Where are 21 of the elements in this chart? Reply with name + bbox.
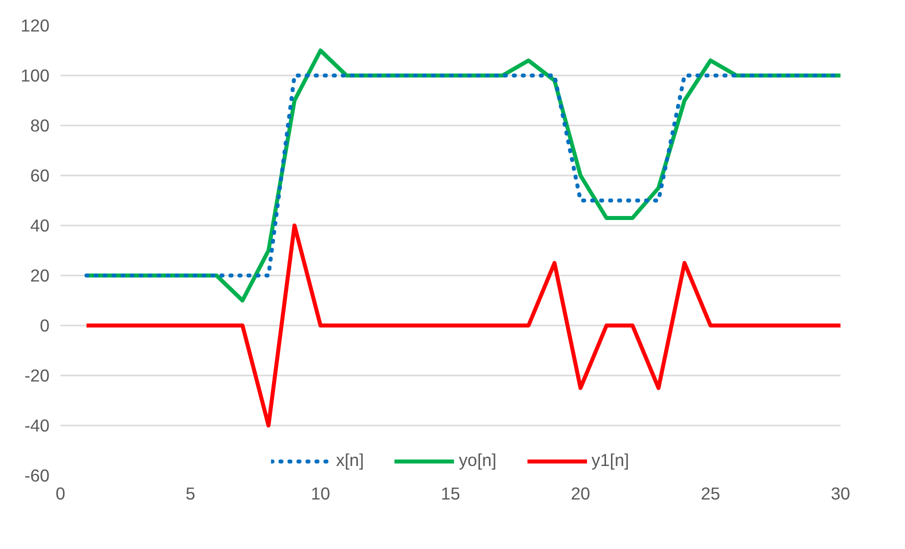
x-tick-label: 20 [570, 484, 590, 504]
y-tick-label: 100 [20, 66, 50, 86]
y-tick-label: -40 [24, 416, 50, 436]
x-tick-label: 25 [700, 484, 720, 504]
legend-label: x[n] [336, 450, 364, 471]
legend-label: y1[n] [591, 450, 630, 471]
legend-label: yo[n] [458, 450, 496, 471]
line-series [84, 224, 840, 428]
y-tick-label: 60 [30, 166, 50, 186]
y-tick-label: -60 [24, 466, 50, 486]
y-tick-label: 120 [20, 16, 50, 36]
x-tick-label: 30 [830, 484, 850, 504]
y-tick-label: 40 [30, 216, 50, 236]
y-tick-label: 20 [30, 266, 50, 286]
y-tick-label: -20 [24, 366, 50, 386]
y-tick-label: 0 [40, 316, 50, 336]
x-tick-label: 10 [310, 484, 330, 504]
y-tick-label: 80 [30, 116, 50, 136]
x-tick-label: 5 [186, 484, 196, 504]
x-tick-label: 15 [440, 484, 460, 504]
x-tick-label: 0 [56, 484, 66, 504]
